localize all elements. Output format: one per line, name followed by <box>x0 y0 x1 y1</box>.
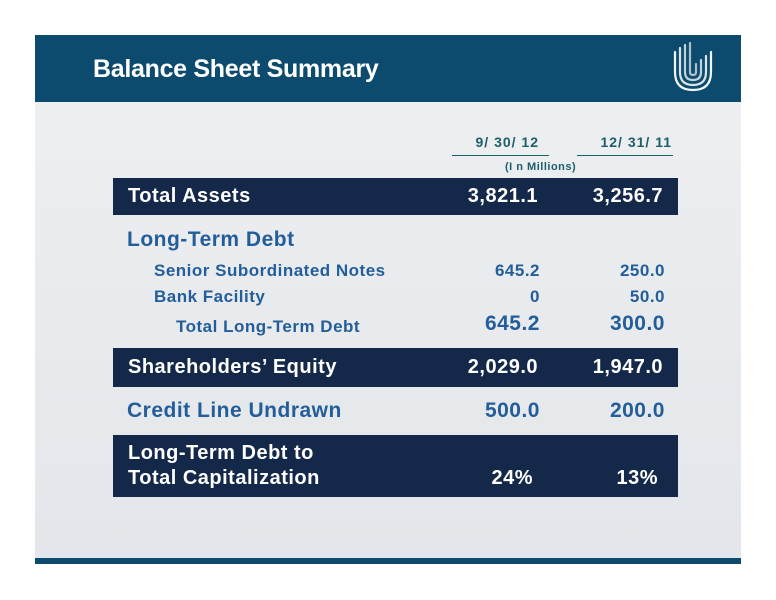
equity-value-2011: 1,947.0 <box>592 356 663 378</box>
slide-title: Balance Sheet Summary <box>93 55 379 83</box>
total-ltd-label: Total Long-Term Debt <box>176 317 361 336</box>
senior-notes-label: Senior Subordinated Notes <box>154 261 386 280</box>
column-underline <box>577 155 673 156</box>
shareholders-equity-row: Shareholders’ Equity 2,029.0 1,947.0 <box>113 348 678 387</box>
slide: Balance Sheet Summary 9/ 30/ 12 12/ 31/ … <box>35 35 741 564</box>
credit-line-value-2011: 200.0 <box>609 399 665 422</box>
long-term-debt-heading: Long-Term Debt <box>127 228 295 251</box>
credit-line-value-2012: 500.0 <box>484 399 540 422</box>
senior-notes-value-2012: 645.2 <box>494 261 540 280</box>
total-ltd-value-2011: 300.0 <box>609 312 665 335</box>
bank-facility-value-2012: 0 <box>530 287 540 306</box>
total-assets-row: Total Assets 3,821.1 3,256.7 <box>113 178 678 215</box>
senior-notes-value-2011: 250.0 <box>619 261 665 280</box>
bank-facility-value-2011: 50.0 <box>629 287 665 306</box>
bank-facility-label: Bank Facility <box>154 287 266 306</box>
ratio-value-2012: 24% <box>491 467 533 489</box>
equity-value-2012: 2,029.0 <box>467 356 538 378</box>
header-bar: Balance Sheet Summary <box>35 35 741 102</box>
total-assets-value-2011: 3,256.7 <box>592 185 663 207</box>
footer-bar <box>35 558 741 564</box>
ratio-value-2011: 13% <box>616 467 658 489</box>
column-header-9-30-12: 9/ 30/ 12 <box>475 134 539 150</box>
column-underline <box>452 155 549 156</box>
ratio-label-line1: Long-Term Debt to <box>128 442 314 464</box>
total-ltd-value-2012: 645.2 <box>484 312 540 335</box>
ratio-label-line2: Total Capitalization <box>128 467 320 489</box>
credit-line-label: Credit Line Undrawn <box>127 399 342 422</box>
total-assets-value-2012: 3,821.1 <box>467 185 538 207</box>
debt-to-capitalization-row: Long-Term Debt to Total Capitalization 2… <box>113 435 678 497</box>
equity-label: Shareholders’ Equity <box>128 356 337 378</box>
column-header-12-31-11: 12/ 31/ 11 <box>600 134 672 150</box>
company-logo-icon <box>673 42 713 92</box>
units-note: (I n Millions) <box>505 161 577 173</box>
total-assets-label: Total Assets <box>128 185 251 207</box>
